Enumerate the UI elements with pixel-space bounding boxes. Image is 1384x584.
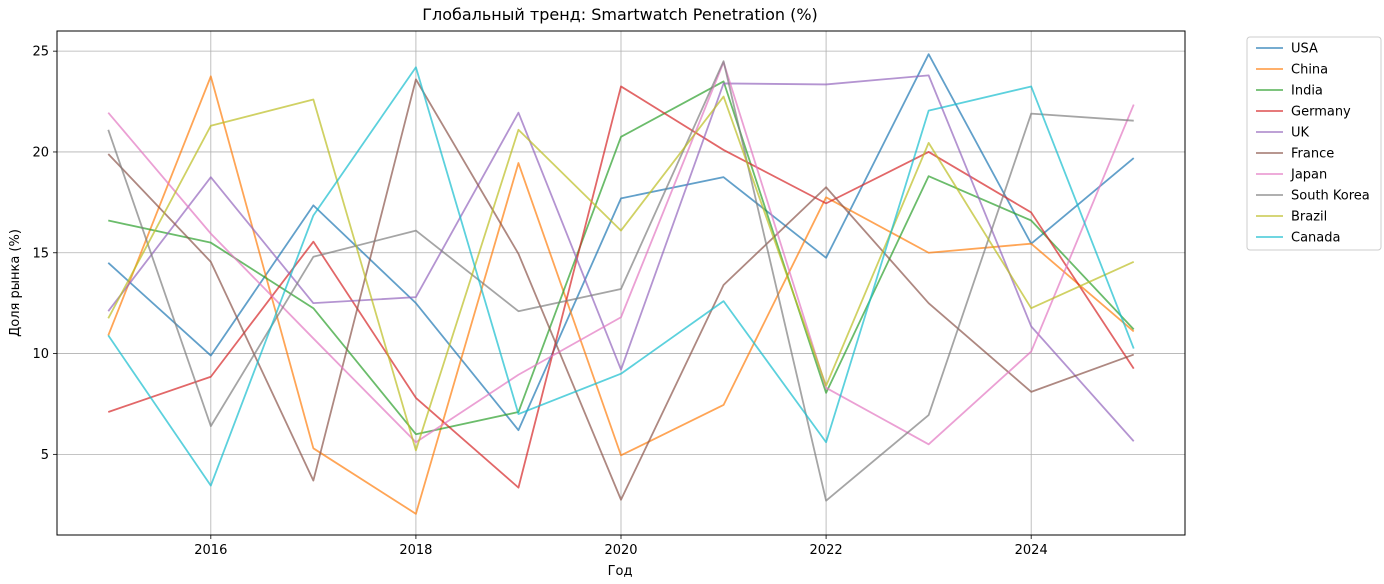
legend-items: USA China India Germany UK France Japan South K… (1256, 42, 1370, 246)
x-tick-label: 2020 (604, 543, 637, 558)
series-line-uk (107, 74, 1135, 442)
series-line-germany (107, 85, 1135, 489)
lines-layer (107, 53, 1135, 515)
x-tick-label: 2022 (810, 543, 843, 558)
chart-title: Глобальный тренд: Smartwatch Penetration… (422, 5, 818, 24)
legend-label-usa: USA (1291, 42, 1318, 57)
legend-label-canada: Canada (1291, 231, 1340, 246)
legend-label-france: France (1291, 147, 1334, 162)
legend-label-south-korea: South Korea (1291, 189, 1370, 204)
legend-label-japan: Japan (1290, 168, 1327, 183)
y-axis-label: Доля рынка (%) (8, 229, 23, 337)
legend-label-germany: Germany (1291, 105, 1351, 120)
series-line-china (107, 75, 1135, 515)
y-tick-label: 10 (32, 347, 49, 362)
legend-label-uk: UK (1291, 126, 1310, 141)
legend-label-brazil: Brazil (1291, 210, 1327, 225)
x-tick-label: 2016 (194, 543, 227, 558)
y-axis-ticks: 5 10 15 20 25 (32, 45, 57, 463)
y-tick-label: 25 (32, 45, 49, 60)
series-line-usa (107, 53, 1135, 432)
series-line-south-korea (107, 60, 1134, 502)
legend-label-china: China (1291, 63, 1328, 78)
y-tick-label: 15 (32, 246, 49, 261)
series-line-brazil (107, 95, 1135, 452)
x-tick-label: 2024 (1015, 543, 1048, 558)
series-line-canada (107, 66, 1135, 487)
legend-label-india: India (1291, 84, 1323, 99)
legend: USA China India Germany UK France Japan South K… (1246, 36, 1382, 251)
x-tick-label: 2018 (399, 543, 432, 558)
x-axis-label: Год (608, 564, 633, 579)
y-tick-label: 20 (32, 145, 49, 160)
x-axis-ticks: 2016 2018 2020 2022 2024 (194, 535, 1048, 558)
series-line-france (107, 78, 1135, 501)
y-tick-label: 5 (41, 448, 49, 463)
